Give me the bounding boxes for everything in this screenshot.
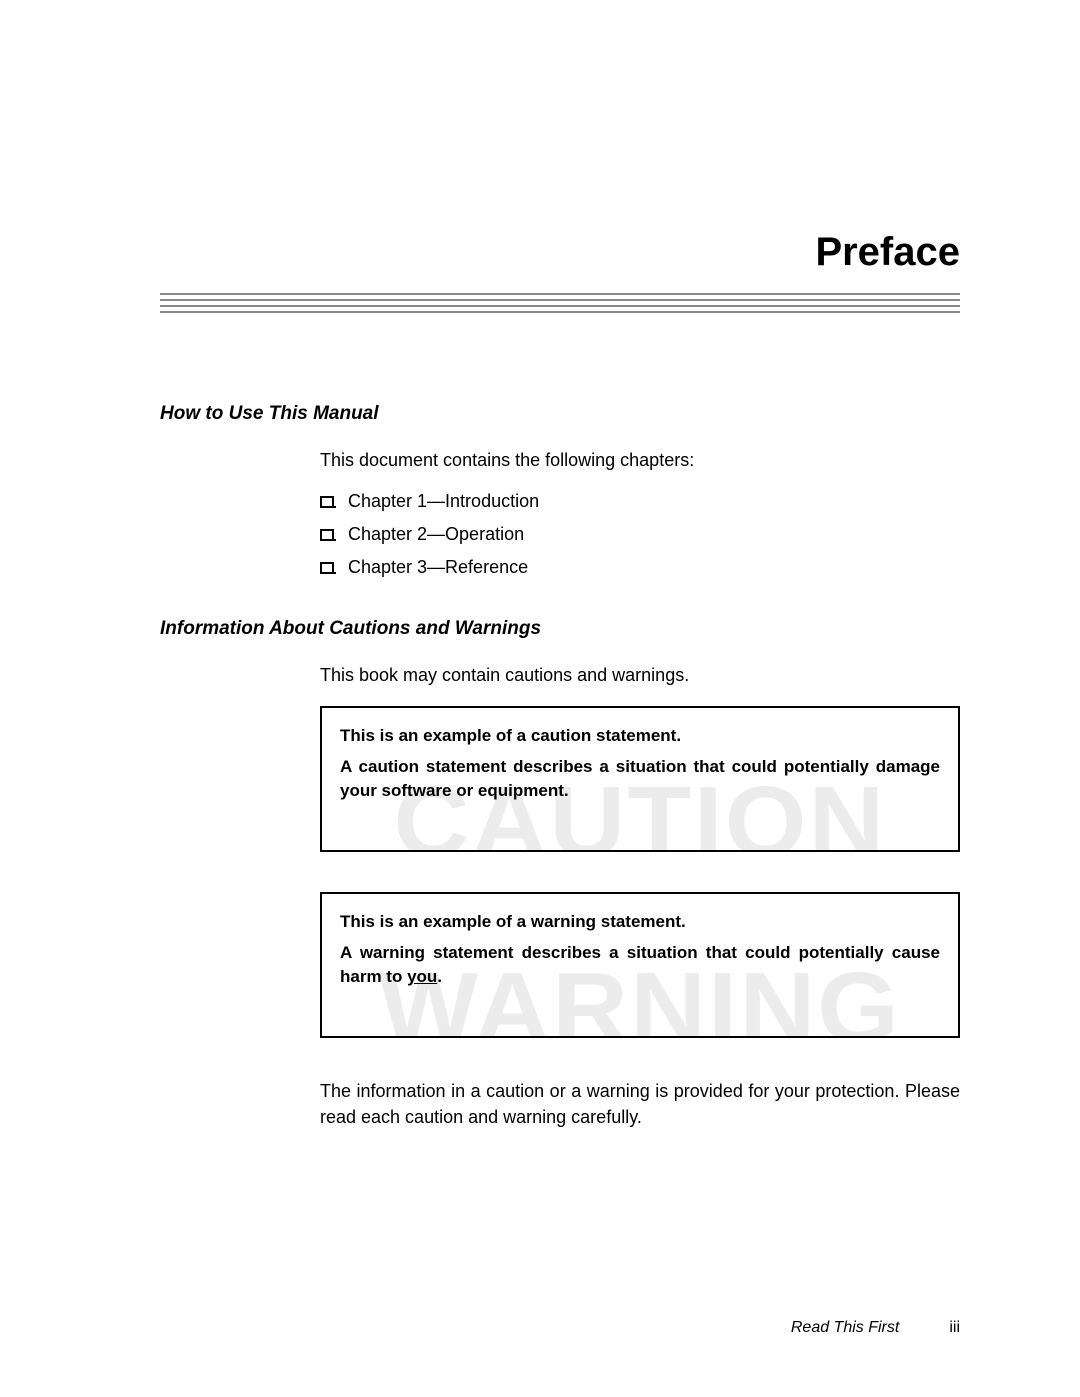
caution-content: This is an example of a caution statemen…: [340, 724, 940, 804]
title-block: Preface: [160, 230, 960, 313]
section-heading-cautions: Information About Cautions and Warnings: [160, 618, 960, 640]
page-title: Preface: [160, 230, 960, 275]
section1-intro: This document contains the following cha…: [320, 447, 960, 473]
rule-divider-group: [160, 293, 960, 313]
footer-label: Read This First: [791, 1319, 899, 1337]
section1-body: This document contains the following cha…: [320, 447, 960, 578]
chapter-list-item: Chapter 2—Operation: [320, 524, 960, 545]
closing-text: The information in a caution or a warnin…: [320, 1078, 960, 1130]
footer-page-number: iii: [949, 1319, 960, 1337]
caution-callout: CAUTION This is an example of a caution …: [320, 706, 960, 852]
chapter-label: Chapter 2—Operation: [348, 524, 524, 545]
checkbox-bullet-icon: [320, 562, 334, 574]
checkbox-bullet-icon: [320, 529, 334, 541]
caution-line1: This is an example of a caution statemen…: [340, 724, 940, 749]
rule-line: [160, 311, 960, 313]
chapter-label: Chapter 3—Reference: [348, 557, 528, 578]
rule-line: [160, 293, 960, 295]
document-page: Preface How to Use This Manual This docu…: [0, 0, 1080, 1190]
warning-line2-suffix: .: [437, 967, 442, 986]
warning-line2-underlined: you: [407, 967, 437, 986]
chapter-list-item: Chapter 3—Reference: [320, 557, 960, 578]
rule-line: [160, 305, 960, 307]
section2-intro: This book may contain cautions and warni…: [320, 662, 960, 688]
page-footer: Read This First iii: [791, 1319, 960, 1337]
warning-line2: A warning statement describes a situatio…: [340, 941, 940, 990]
chapter-label: Chapter 1—Introduction: [348, 491, 539, 512]
warning-line1: This is an example of a warning statemen…: [340, 910, 940, 935]
rule-line: [160, 299, 960, 301]
chapter-list: Chapter 1—Introduction Chapter 2—Operati…: [320, 491, 960, 578]
caution-line2: A caution statement describes a situatio…: [340, 755, 940, 804]
chapter-list-item: Chapter 1—Introduction: [320, 491, 960, 512]
warning-content: This is an example of a warning statemen…: [340, 910, 940, 990]
section2-body: This book may contain cautions and warni…: [320, 662, 960, 1130]
warning-callout: WARNING This is an example of a warning …: [320, 892, 960, 1038]
section-heading-how-to-use: How to Use This Manual: [160, 403, 960, 425]
checkbox-bullet-icon: [320, 496, 334, 508]
